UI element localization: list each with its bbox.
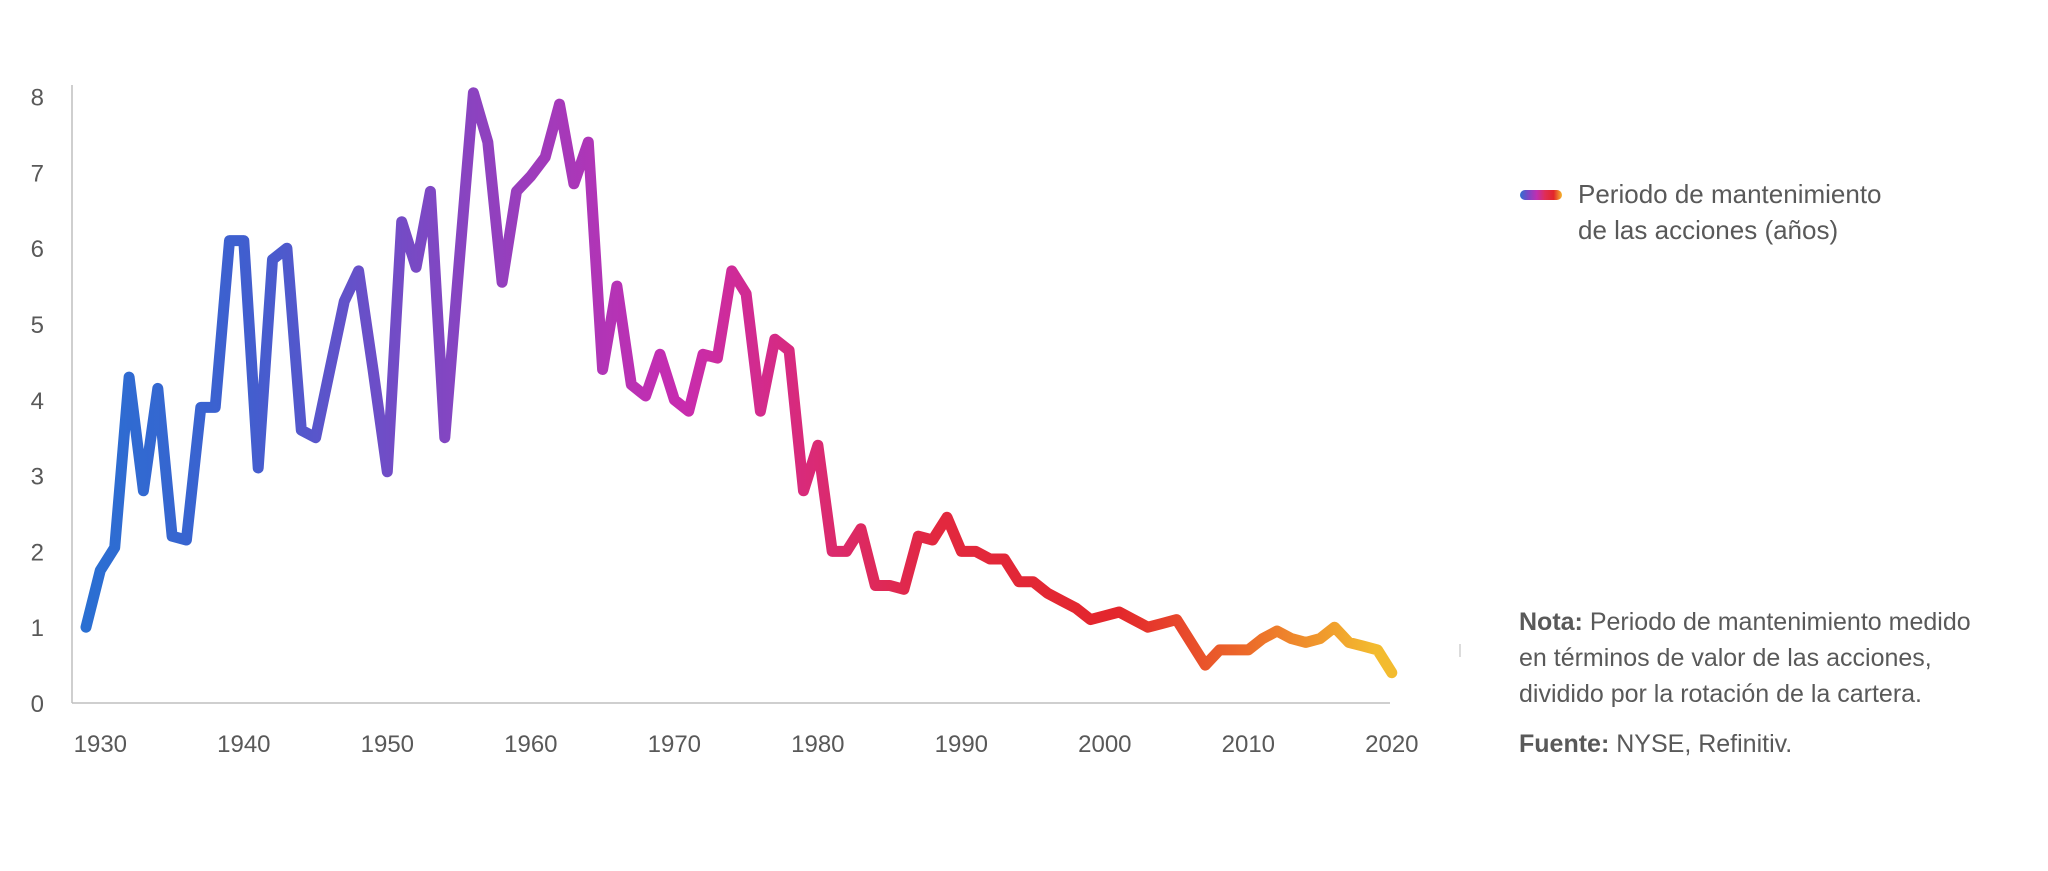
x-tick-label: 2010 xyxy=(1222,731,1275,758)
y-tick-label: 8 xyxy=(31,85,44,112)
x-tick-label: 1990 xyxy=(935,731,988,758)
x-tick-labels: 1930 1940 1950 1960 1970 1980 1990 2000 2010 2020 xyxy=(74,731,1419,758)
footnote: Nota: Periodo de mantenimiento medido en… xyxy=(1519,604,2019,712)
legend-label-line2: de las acciones (años) xyxy=(1578,215,1839,245)
legend: Periodo de mantenimiento de las acciones… xyxy=(1520,176,1938,248)
y-tick-label: 7 xyxy=(31,160,44,187)
note-text-line2: en términos de valor de las acciones, xyxy=(1519,644,1932,672)
source-label: Fuente: xyxy=(1519,730,1610,758)
x-tick-label: 2000 xyxy=(1078,731,1131,758)
x-tick-label: 1980 xyxy=(791,731,844,758)
x-tick-label: 2020 xyxy=(1365,731,1418,758)
series-holding-period xyxy=(80,87,1398,679)
x-tick-label: 1970 xyxy=(648,731,701,758)
note-text-line3: dividido por la rotación de la cartera. xyxy=(1519,680,1923,708)
note-label: Nota: xyxy=(1519,608,1583,636)
y-tick-label: 4 xyxy=(31,388,44,415)
x-tick-label: 1950 xyxy=(361,731,414,758)
legend-label: Periodo de mantenimiento de las acciones… xyxy=(1578,176,1938,248)
y-tick-label: 2 xyxy=(31,539,44,566)
x-tick-label: 1960 xyxy=(504,731,557,758)
y-tick-label: 0 xyxy=(31,691,44,718)
x-tick-label: 1940 xyxy=(217,731,270,758)
source-text: NYSE, Refinitiv. xyxy=(1616,730,1793,758)
y-tick-labels: 0 1 2 3 4 5 6 7 8 xyxy=(31,85,44,718)
y-tick-label: 3 xyxy=(31,464,44,491)
legend-label-line1: Periodo de mantenimiento xyxy=(1578,179,1882,209)
legend-swatch xyxy=(1520,190,1562,200)
y-tick-label: 6 xyxy=(31,236,44,263)
y-tick-label: 1 xyxy=(31,615,44,642)
series-line xyxy=(80,87,1398,679)
y-tick-label: 5 xyxy=(31,312,44,339)
x-tick-label: 1930 xyxy=(74,731,127,758)
note-text-line1: Periodo de mantenimiento medido xyxy=(1589,608,1971,636)
source-note: Fuente: NYSE, Refinitiv. xyxy=(1519,726,1792,762)
